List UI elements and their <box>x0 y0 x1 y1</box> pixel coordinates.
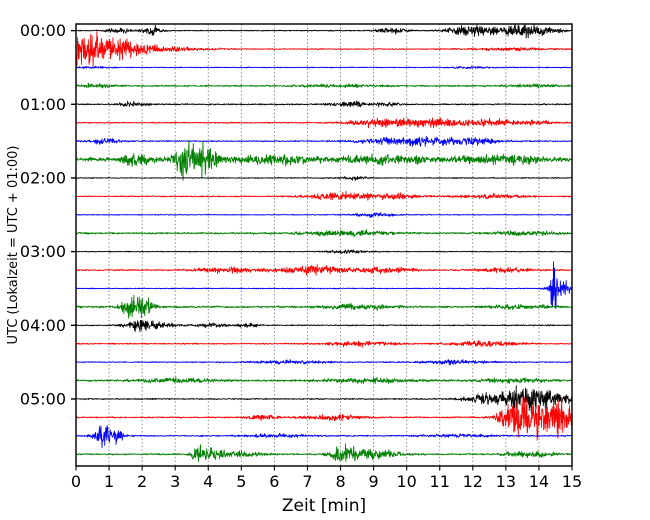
trace-layer <box>75 24 573 463</box>
x-tick-label: 2 <box>137 472 147 491</box>
y-axis: 00:00 01:00 02:00 03:00 04:00 05:00 <box>20 21 76 408</box>
x-tick-label: 0 <box>71 472 81 491</box>
x-tick-label: 5 <box>236 472 246 491</box>
x-tick-label: 1 <box>104 472 114 491</box>
x-tick-label: 12 <box>463 472 483 491</box>
seismic-trace <box>75 135 573 147</box>
seismic-trace <box>75 24 573 39</box>
x-tick-label: 7 <box>302 472 312 491</box>
x-tick-label: 11 <box>430 472 450 491</box>
x-tick-label: 8 <box>335 472 345 491</box>
y-tick-label: 00:00 <box>20 21 66 40</box>
x-tick-label: 3 <box>170 472 180 491</box>
plot-area <box>75 23 573 467</box>
plot-frame <box>75 23 573 467</box>
seismic-trace <box>75 425 573 449</box>
y-tick-label: 02:00 <box>20 168 66 187</box>
seismic-trace <box>75 65 573 69</box>
seismic-trace <box>75 190 573 201</box>
seismic-trace <box>75 359 573 366</box>
y-tick-label: 03:00 <box>20 242 66 261</box>
seismic-trace <box>75 31 573 67</box>
seismic-trace <box>75 117 573 129</box>
y-axis-label: UTC (Lokalzeit = UTC + 01:00) <box>6 146 21 345</box>
seismic-trace <box>75 212 573 218</box>
x-tick-label: 15 <box>562 472 582 491</box>
x-axis-label: Zeit [min] <box>282 496 366 516</box>
seismic-trace <box>75 82 573 89</box>
y-tick-label: 05:00 <box>20 389 66 408</box>
seismic-trace <box>75 385 573 414</box>
plot-frame-overlay <box>75 23 573 467</box>
seismic-trace <box>75 339 573 348</box>
x-tick-label: 9 <box>369 472 379 491</box>
seismic-trace <box>75 100 573 108</box>
seismic-trace <box>75 443 573 463</box>
x-tick-label: 4 <box>203 472 213 491</box>
y-tick-label: 01:00 <box>20 95 66 114</box>
y-tick-label: 04:00 <box>20 316 66 335</box>
seismic-trace <box>75 294 573 319</box>
seismic-trace <box>75 140 573 181</box>
seismic-trace <box>75 376 573 385</box>
x-tick-label: 10 <box>396 472 416 491</box>
x-tick-label: 6 <box>269 472 279 491</box>
seismic-trace <box>75 396 573 441</box>
seismic-trace <box>75 249 573 254</box>
x-tick-label: 13 <box>496 472 516 491</box>
x-tick-label: 14 <box>529 472 549 491</box>
seismic-trace <box>75 229 573 238</box>
seismic-trace <box>75 261 573 309</box>
x-axis: 0 1 2 3 4 5 6 7 8 9 10 11 12 13 14 15 <box>71 466 582 491</box>
seismic-trace <box>75 319 573 333</box>
seismic-trace <box>75 175 573 181</box>
seismic-trace <box>75 264 573 276</box>
